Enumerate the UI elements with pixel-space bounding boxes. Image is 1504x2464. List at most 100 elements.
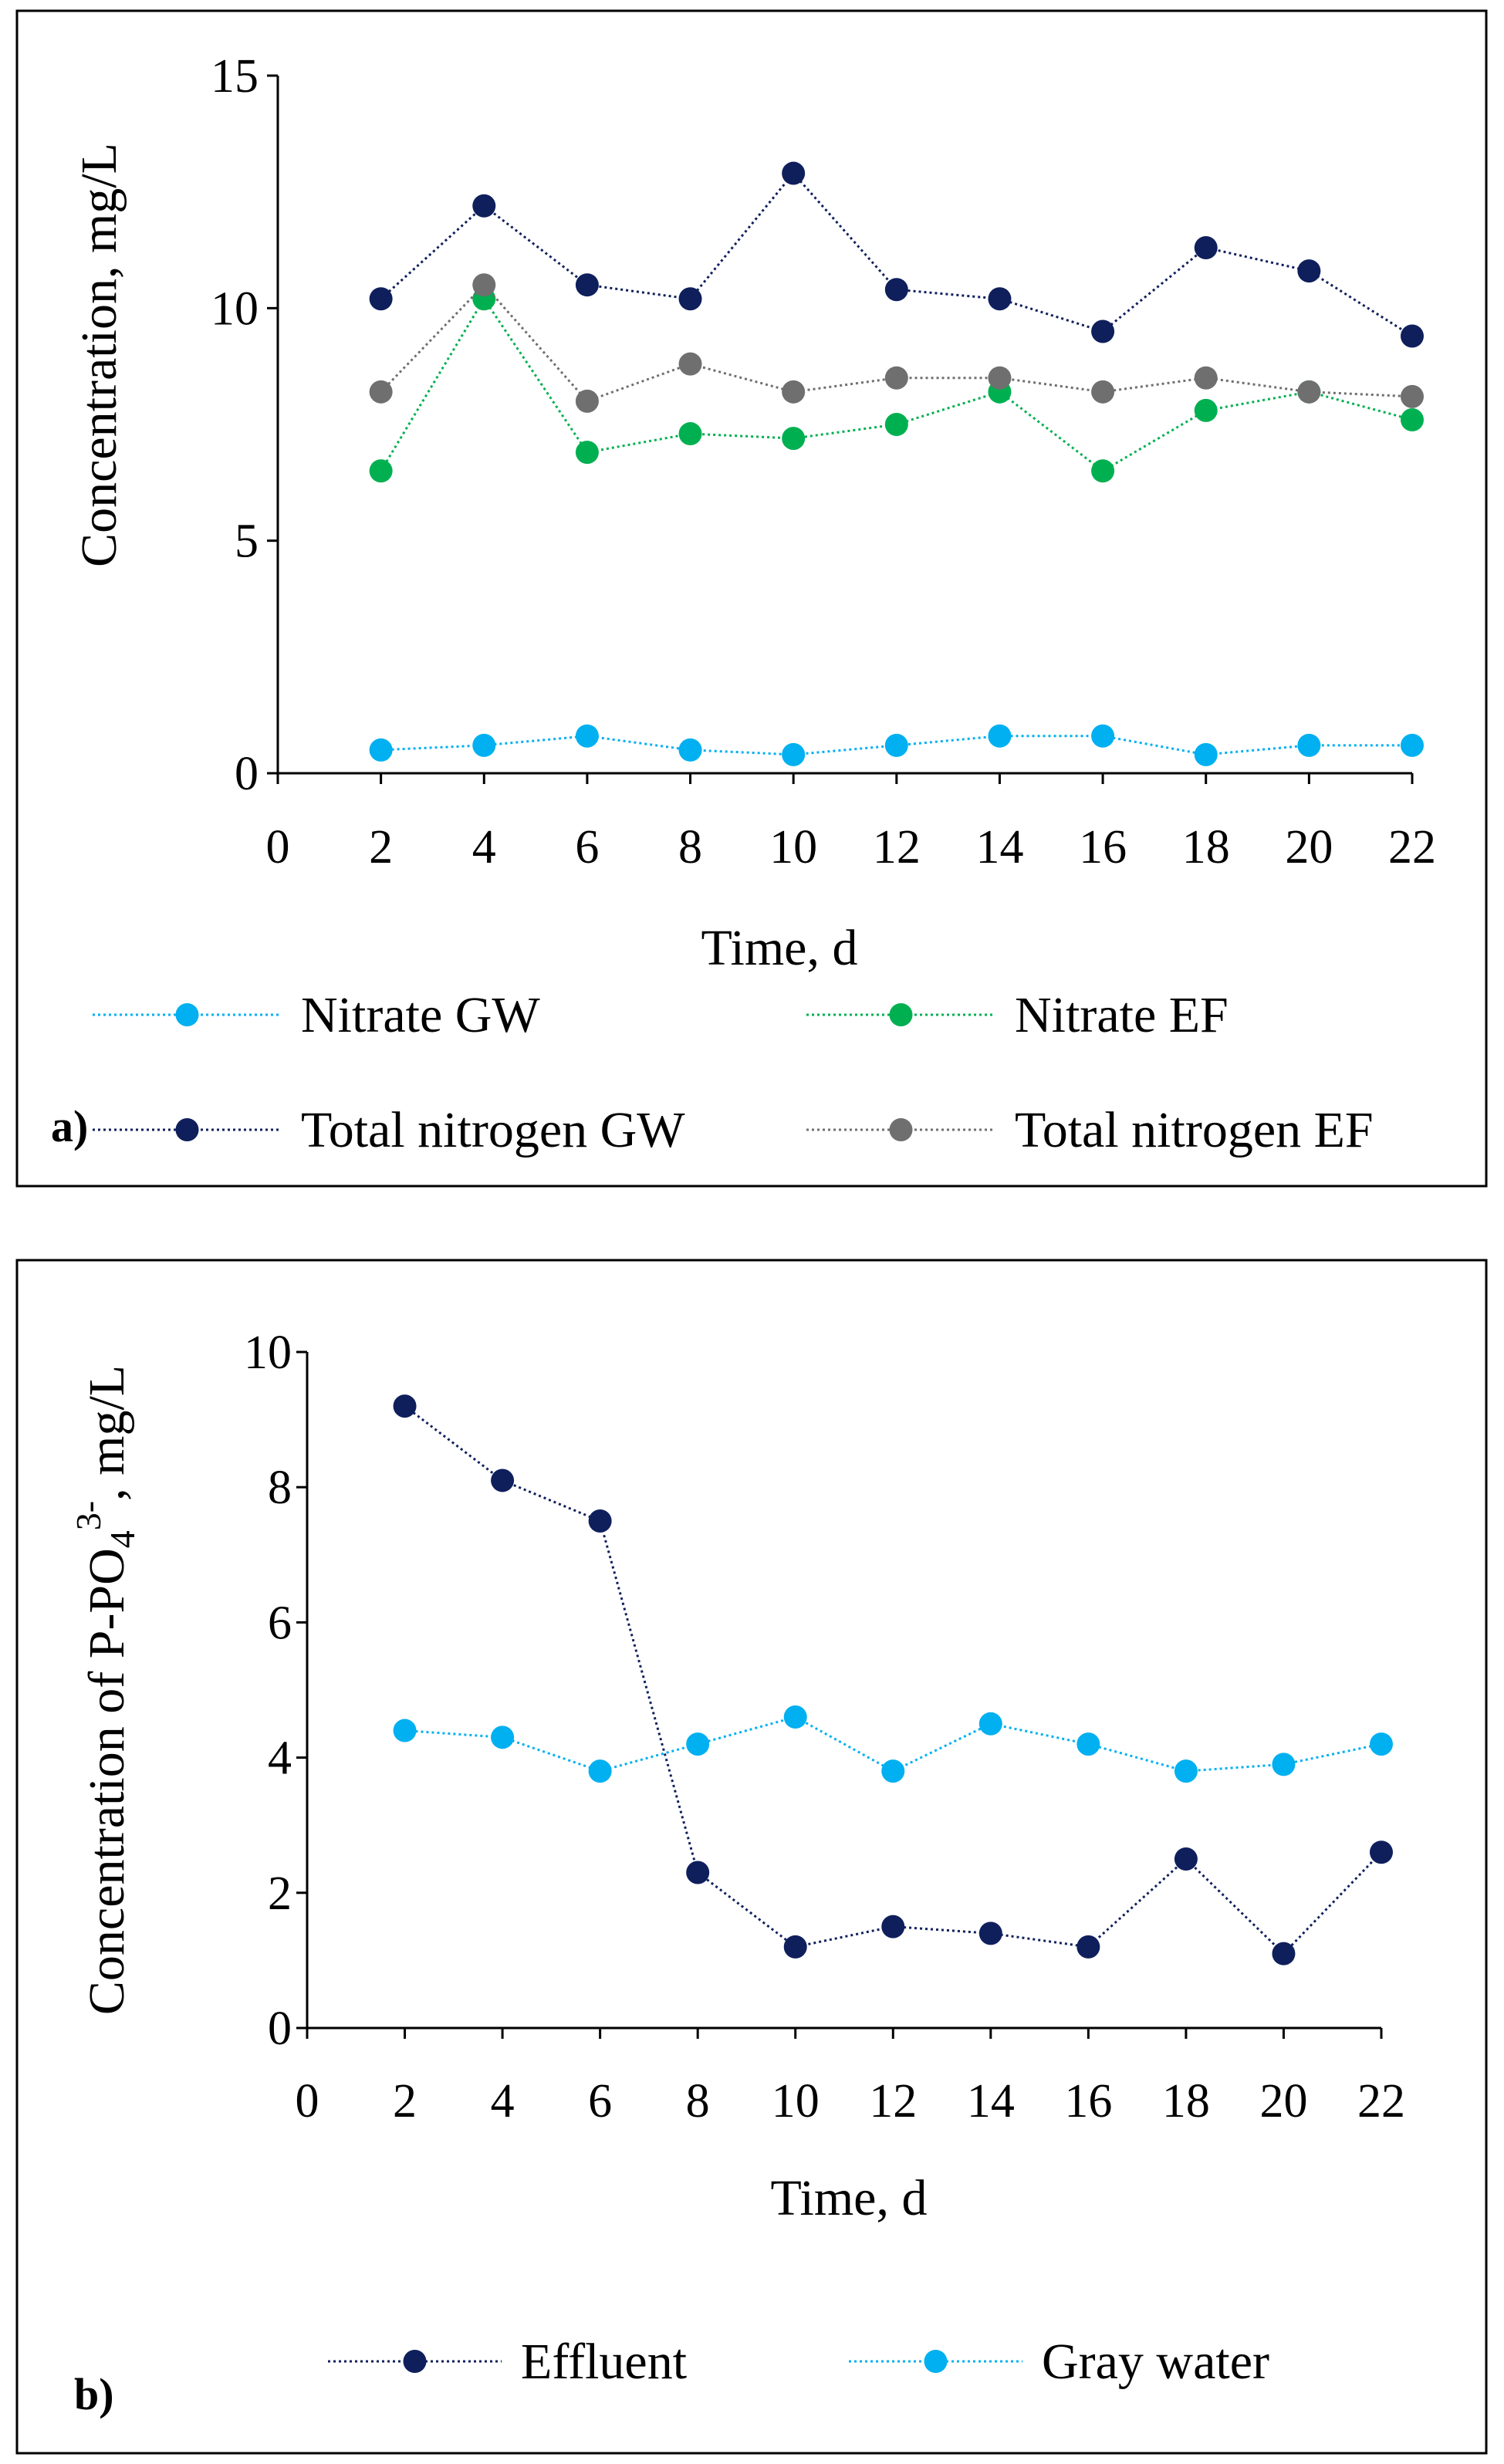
panel-b-frame	[15, 1259, 1488, 2455]
data-point-gray-water	[978, 1712, 1002, 1736]
panel-b-x-tick-label: 18	[1162, 2075, 1210, 2128]
data-point-nitrate-gw	[1297, 733, 1321, 757]
data-point-nitrate-gw	[884, 733, 908, 757]
data-point-gray-water	[783, 1705, 807, 1729]
panel-a-x-tick-label: 22	[1388, 821, 1436, 874]
data-point-total-nitrogen-gw	[884, 278, 908, 302]
data-point-total-nitrogen-gw	[678, 287, 702, 311]
data-point-total-nitrogen-ef	[1401, 384, 1424, 408]
data-point-nitrate-gw	[369, 738, 393, 762]
panel-a-label: a)	[51, 1101, 88, 1151]
panel-b-y-axis-title-subscript: 4	[103, 1530, 142, 1548]
panel-a-x-tick-label: 2	[369, 821, 393, 874]
panel-a-x-tick-label: 8	[678, 821, 702, 874]
panel-b-y-axis-title-units: , mg/L	[79, 1365, 135, 1501]
data-point-total-nitrogen-ef	[884, 366, 908, 390]
data-point-nitrate-gw	[988, 724, 1012, 748]
data-point-nitrate-gw	[678, 738, 702, 762]
data-point-nitrate-ef	[884, 413, 908, 436]
legend-label-total-nitrogen-gw: Total nitrogen GW	[301, 1102, 685, 1158]
data-point-gray-water	[588, 1759, 612, 1783]
legend-label-effluent: Effluent	[521, 2334, 687, 2390]
data-point-effluent	[978, 1922, 1002, 1945]
data-point-gray-water	[491, 1725, 515, 1749]
panel-a-y-tick-label: 15	[211, 50, 259, 103]
panel-b: 0 2 4 6 8 10 0 2 4 6 8 10 12 14 16 18 20 22 Concentratio…	[15, 1259, 1488, 2455]
legend-label-nitrate-ef: Nitrate EF	[1015, 987, 1229, 1043]
panel-a-y-tick-label: 10	[211, 282, 259, 335]
data-point-gray-water	[1370, 1732, 1393, 1756]
data-point-effluent	[783, 1935, 807, 1959]
panel-b-x-axis-title: Time, d	[771, 2170, 928, 2226]
data-point-total-nitrogen-gw	[988, 287, 1012, 311]
panel-b-x-tick-label: 8	[686, 2075, 710, 2128]
panel-b-x-tick-label: 14	[967, 2075, 1015, 2128]
data-point-gray-water	[1076, 1732, 1100, 1756]
data-point-total-nitrogen-ef	[575, 389, 599, 413]
data-point-total-nitrogen-gw	[1297, 259, 1321, 283]
data-point-effluent	[1076, 1935, 1100, 1959]
legend-label-nitrate-gw: Nitrate GW	[301, 987, 540, 1043]
legend-marker-nitrate-ef	[889, 1003, 913, 1026]
data-point-nitrate-gw	[1194, 742, 1218, 766]
panel-b-y-tick-label: 0	[268, 2003, 292, 2055]
data-point-total-nitrogen-gw	[1091, 319, 1115, 343]
panel-b-x-tick-label: 6	[588, 2075, 612, 2128]
panel-a-frame	[15, 9, 1488, 1188]
panel-b-y-tick-label: 6	[268, 1597, 292, 1649]
data-point-nitrate-ef	[782, 427, 806, 451]
data-point-total-nitrogen-gw	[1194, 235, 1218, 259]
data-point-nitrate-ef	[575, 441, 599, 465]
data-point-total-nitrogen-gw	[472, 194, 496, 218]
panel-a-x-tick-label: 6	[575, 821, 599, 874]
panel-b-x-tick-label: 2	[393, 2075, 417, 2128]
panel-b-x-tick-label: 4	[491, 2075, 515, 2128]
data-point-nitrate-gw	[782, 742, 806, 766]
data-point-gray-water	[1272, 1753, 1296, 1776]
data-point-total-nitrogen-ef	[472, 273, 496, 297]
panel-b-x-tick-label: 10	[772, 2075, 820, 2128]
panel-a-y-tick-label: 5	[235, 515, 259, 568]
data-point-nitrate-gw	[1091, 724, 1115, 748]
data-point-nitrate-ef	[1091, 459, 1115, 483]
panel-a-x-tick-label: 16	[1079, 821, 1127, 874]
panel-b-y-tick-label: 2	[268, 1867, 292, 1920]
data-point-gray-water	[686, 1732, 710, 1756]
data-point-total-nitrogen-ef	[988, 366, 1012, 390]
panel-a-x-tick-label: 4	[472, 821, 496, 874]
legend-marker-nitrate-gw	[175, 1003, 199, 1026]
panel-b-legend: Effluent Gray water	[328, 2334, 1269, 2390]
data-point-total-nitrogen-ef	[1091, 380, 1115, 404]
data-point-nitrate-ef	[1401, 407, 1424, 431]
data-point-total-nitrogen-gw	[369, 287, 393, 311]
panel-b-label: b)	[74, 2369, 114, 2419]
data-point-nitrate-gw	[575, 724, 599, 748]
data-point-nitrate-gw	[472, 733, 496, 757]
legend-marker-gray-water	[924, 2350, 948, 2373]
panel-a-x-tick-label: 14	[975, 821, 1023, 874]
legend-label-total-nitrogen-ef: Total nitrogen EF	[1015, 1102, 1374, 1158]
data-point-total-nitrogen-ef	[678, 352, 702, 376]
data-point-effluent	[686, 1861, 710, 1884]
data-point-effluent	[393, 1394, 417, 1418]
panel-b-x-tick-label: 16	[1064, 2075, 1112, 2128]
data-point-effluent	[1370, 1840, 1393, 1864]
data-point-total-nitrogen-ef	[369, 380, 393, 404]
panel-a-x-tick-label: 0	[266, 821, 290, 874]
panel-b-x-tick-label: 12	[869, 2075, 917, 2128]
panel-a-x-axis-title: Time, d	[701, 920, 858, 976]
legend-marker-total-nitrogen-ef	[889, 1118, 913, 1141]
panel-a-y-tick-label: 0	[235, 748, 259, 800]
data-point-gray-water	[393, 1719, 417, 1742]
data-point-effluent	[491, 1469, 515, 1492]
data-point-total-nitrogen-ef	[1194, 366, 1218, 390]
data-point-effluent	[881, 1915, 905, 1938]
legend-label-gray-water: Gray water	[1042, 2334, 1269, 2390]
panel-a-y-axis-title: Concentration, mg/L	[71, 143, 127, 567]
data-point-total-nitrogen-gw	[782, 161, 806, 185]
legend-marker-effluent	[403, 2350, 427, 2373]
data-point-nitrate-ef	[678, 422, 702, 446]
panel-b-y-tick-label: 10	[244, 1327, 292, 1379]
panel-a-x-tick-label: 12	[873, 821, 921, 874]
